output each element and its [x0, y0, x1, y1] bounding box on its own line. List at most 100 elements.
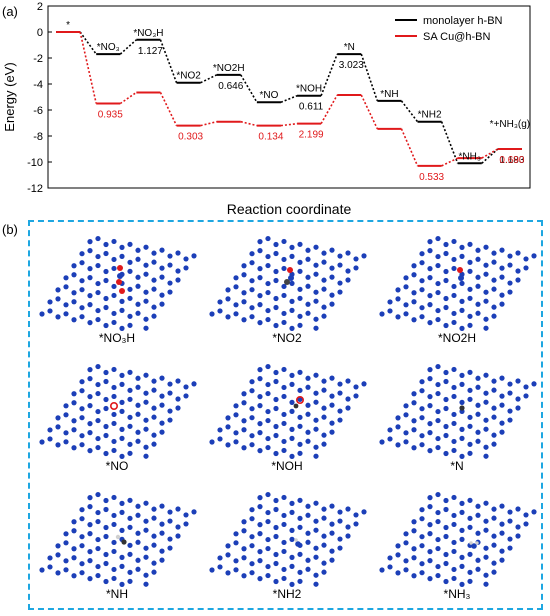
nitrogen-atom — [411, 445, 417, 451]
nitrogen-atom — [403, 430, 409, 436]
nitrogen-atom — [499, 503, 505, 509]
nitrogen-atom — [249, 433, 255, 439]
nitrogen-atom — [135, 301, 141, 307]
nitrogen-atom — [499, 557, 505, 563]
nitrogen-atom — [249, 314, 255, 320]
nitrogen-atom — [483, 372, 489, 378]
panel-label-b: (b) — [2, 222, 18, 237]
nitrogen-atom — [281, 521, 287, 528]
nitrogen-atom — [499, 402, 505, 408]
nitrogen-atom — [411, 391, 417, 397]
nitrogen-atom — [273, 277, 279, 284]
nitrogen-atom — [87, 549, 93, 555]
nitrogen-atom — [71, 272, 77, 278]
nitrogen-atom — [87, 403, 93, 409]
nitrogen-atom — [435, 235, 441, 242]
nitrogen-atom — [119, 426, 125, 432]
nitrogen-atom — [483, 518, 489, 524]
nitrogen-atom — [257, 522, 263, 528]
nitrogen-atom — [459, 253, 465, 259]
nitrogen-atom — [443, 268, 449, 275]
nitrogen-atom — [427, 367, 433, 373]
nitrogen-atom — [103, 533, 109, 540]
nitrogen-atom — [87, 376, 93, 382]
nitrogen-atom — [87, 302, 93, 308]
data-label: 0.935 — [98, 110, 123, 121]
nitrogen-atom — [321, 414, 327, 420]
connector — [119, 39, 137, 55]
nitrogen-atom — [427, 549, 433, 555]
nitrogen-atom — [151, 259, 157, 265]
nitrogen-atom — [313, 581, 319, 587]
nitrogen-atom — [289, 563, 295, 569]
nitrogen-atom — [143, 545, 149, 551]
nitrogen-atom — [127, 551, 133, 557]
data-label: 0.533 — [419, 172, 444, 183]
nitrogen-atom — [87, 504, 93, 510]
nitrogen-atom — [127, 286, 133, 292]
nitrogen-atom — [435, 563, 441, 570]
nitrogen-atom — [305, 539, 311, 545]
nitrogen-atom — [71, 299, 77, 305]
nitrogen-atom — [249, 516, 255, 522]
nitrogen-atom — [403, 531, 409, 537]
nitrogen-atom — [63, 311, 69, 317]
nitrogen-atom — [419, 561, 425, 567]
nitrogen-atom — [443, 304, 449, 311]
nitrogen-atom — [305, 411, 311, 417]
step-label: *NH — [380, 89, 398, 100]
nitrogen-atom — [55, 552, 61, 558]
nitrogen-atom — [353, 393, 359, 399]
nitrogen-atom — [47, 308, 53, 314]
nitrogen-atom — [329, 393, 335, 399]
nitrogen-atom — [483, 399, 489, 405]
nitrogen-atom — [443, 250, 449, 257]
nitrogen-atom — [305, 274, 311, 280]
nitrogen-atom — [491, 533, 497, 539]
nitrogen-atom — [135, 438, 141, 444]
nitrogen-atom — [191, 381, 197, 387]
nitrogen-atom — [515, 396, 521, 402]
nitrogen-atom — [87, 558, 93, 564]
nitrogen-atom — [217, 555, 223, 561]
nitrogen-atom — [507, 545, 513, 551]
nitrogen-atom — [217, 436, 223, 442]
nitrogen-atom — [507, 536, 513, 542]
nitrogen-atom — [435, 289, 441, 296]
nitrogen-atom — [159, 503, 165, 509]
nitrogen-atom — [411, 290, 417, 296]
nitrogen-atom — [217, 299, 223, 305]
nitrogen-atom — [183, 384, 189, 390]
nitrogen-atom — [119, 453, 125, 459]
nitrogen-atom — [395, 287, 401, 293]
nitrogen-atom — [257, 558, 263, 564]
nitrogen-atom — [475, 503, 481, 509]
nitrogen-atom — [313, 444, 319, 450]
nitrogen-atom — [458, 275, 464, 281]
nitrogen-atom — [167, 280, 173, 286]
nitrogen-atom — [419, 406, 425, 412]
nitrogen-atom — [313, 244, 319, 250]
nitrogen-atom — [435, 536, 441, 543]
nitrogen-atom — [507, 390, 513, 396]
nitrogen-atom — [257, 293, 263, 299]
nitrogen-atom — [281, 366, 287, 373]
nitrogen-atom — [427, 302, 433, 308]
nitrogen-atom — [507, 408, 513, 414]
nitrogen-atom — [175, 250, 181, 256]
nitrogen-atom — [337, 262, 343, 268]
nitrogen-atom — [281, 447, 287, 454]
nitrogen-atom — [337, 381, 343, 387]
y-tick-label: -4 — [33, 79, 43, 91]
nitrogen-atom — [467, 551, 473, 557]
nitrogen-atom — [111, 420, 117, 427]
nitrogen-atom — [257, 504, 263, 510]
step-label: *+NH₃(g) — [490, 119, 530, 130]
nitrogen-atom — [459, 381, 465, 387]
nitrogen-atom — [313, 316, 319, 322]
nitrogen-atom — [55, 543, 61, 549]
nitrogen-atom — [345, 506, 351, 512]
hydrogen-atom — [115, 534, 121, 540]
nitrogen-atom — [265, 390, 271, 397]
nitrogen-atom — [459, 325, 465, 331]
